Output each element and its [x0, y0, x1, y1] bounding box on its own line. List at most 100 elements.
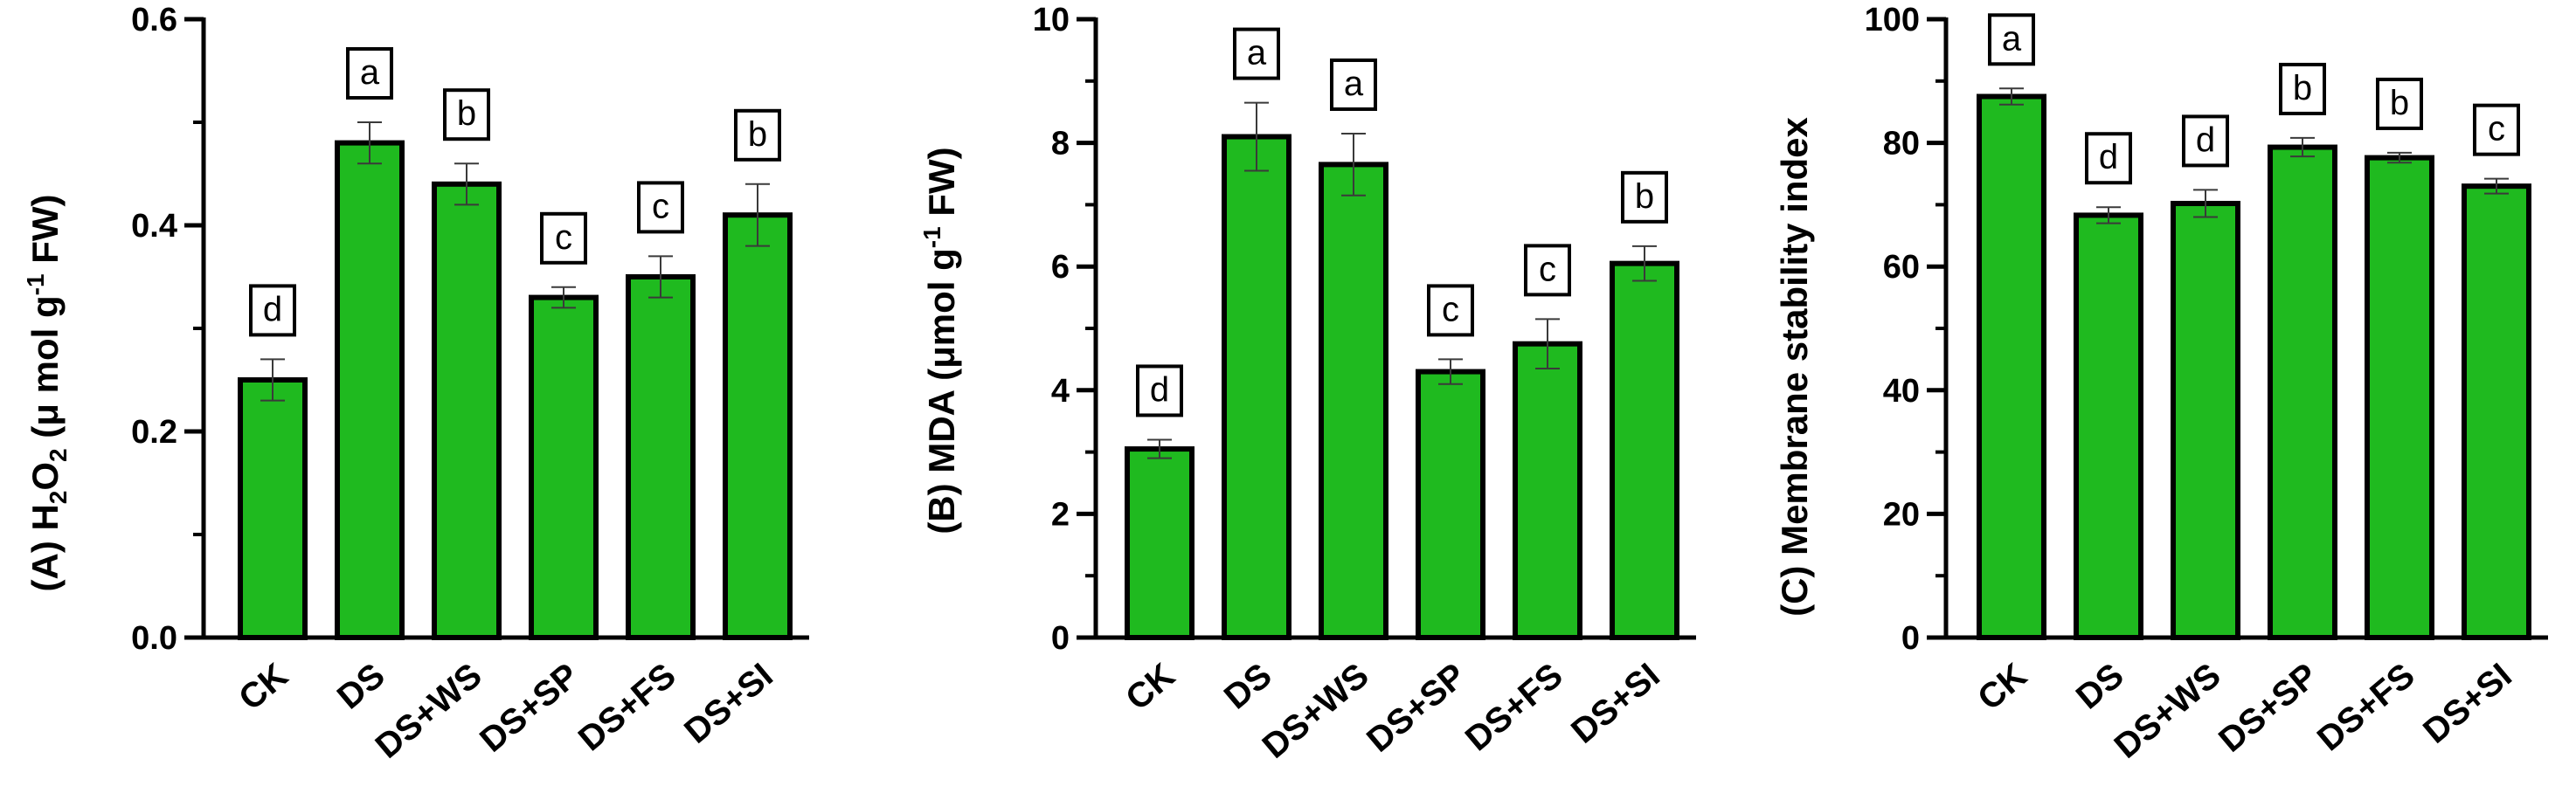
significance-box-b [1427, 284, 1474, 337]
significance-label-c: b [2293, 69, 2312, 107]
significance-box-a [734, 108, 781, 162]
x-category-label-a: DS+SI [677, 656, 780, 751]
plot-area-c: 0 20 40 60 80 100 a CK d DS d DS+WS b DS+SP b DS+FS c DS+… [1865, 2, 2548, 766]
y-tick-label-a: 0.0 [131, 620, 177, 657]
bar-a-ds-sp [529, 294, 599, 640]
significance-label-b: d [1150, 370, 1169, 409]
bar-b-ds-sp [1416, 369, 1485, 640]
x-category-label-c: DS+WS [2108, 656, 2228, 766]
significance-box-c [2279, 62, 2326, 115]
significance-label-a: c [652, 187, 669, 225]
x-category-label-c: DS+SP [2212, 656, 2325, 760]
y-axis-title-b-part2: FW) [921, 147, 962, 226]
x-category-label-b: CK [1118, 656, 1182, 718]
significance-label-a: c [555, 218, 572, 257]
y-axis-title-c: (C) Membrane stability index [1774, 116, 1815, 616]
bar-a-ds-si [723, 212, 793, 640]
significance-label-c: d [2196, 121, 2215, 159]
significance-box-b [1233, 27, 1280, 80]
x-category-label-b: DS [1217, 656, 1279, 716]
bar-a-ck [238, 377, 308, 640]
y-tick-label-a: 0.4 [131, 208, 177, 245]
significance-box-a [637, 181, 684, 234]
x-category-label-a: CK [232, 656, 295, 718]
significance-box-b [1524, 244, 1571, 297]
bar-b-ds [1222, 134, 1291, 640]
x-category-label-a: DS+WS [369, 656, 489, 766]
y-axis-title-b: (B) MDA (μmol g-1 FW) [918, 147, 962, 534]
y-axis-title-a-sub2: 2 [45, 448, 72, 462]
significance-box-b [1136, 364, 1183, 417]
y-axis-title-a-part4: FW) [24, 194, 66, 273]
significance-box-a [443, 88, 490, 141]
bar-c-ck [1977, 93, 2046, 640]
y-tick-label-b: 6 [1051, 249, 1070, 286]
x-category-label-b: DS+SI [1564, 656, 1667, 751]
chart-panel-c: 0 20 40 60 80 100 a CK d DS d DS+WS b DS+SP b DS+FS c DS+… [1774, 2, 2548, 766]
significance-box-c [2473, 103, 2520, 156]
y-axis-title-a-sup: -1 [22, 273, 49, 295]
y-axis-title-b-part1: (B) MDA (μmol g [921, 248, 962, 534]
y-axis-title-a-part3: (μ mol g [24, 295, 66, 448]
significance-box-b [1621, 170, 1668, 224]
y-tick-label-b: 0 [1051, 620, 1070, 657]
x-category-label-c: DS [2069, 656, 2131, 716]
significance-box-a [249, 284, 296, 337]
significance-box-c [1988, 13, 2035, 66]
y-axis-title-a-part2: O [24, 462, 66, 491]
x-category-label-a: DS [330, 656, 392, 716]
x-category-label-b: DS+WS [1256, 656, 1376, 766]
bar-c-ds-fs [2365, 155, 2434, 641]
significance-label-b: b [1635, 177, 1654, 216]
significance-label-a: a [360, 53, 380, 92]
bar-c-ds-si [2462, 183, 2531, 641]
significance-label-a: b [457, 94, 476, 133]
significance-box-c [2182, 114, 2229, 168]
significance-label-c: a [2002, 19, 2022, 58]
bar-b-ds-si [1610, 260, 1679, 640]
significance-label-b: a [1344, 65, 1364, 103]
significance-label-c: d [2099, 138, 2118, 176]
y-tick-label-c: 80 [1883, 126, 1920, 162]
x-category-label-c: DS+SI [2416, 656, 2519, 751]
y-axis-title-a-part1: (A) H [24, 504, 66, 591]
bar-b-ds-fs [1513, 341, 1582, 640]
significance-label-b: c [1539, 250, 1556, 288]
bar-b-ds-ws [1319, 162, 1388, 640]
y-tick-label-b: 10 [1033, 2, 1070, 38]
y-axis-title-a-sub1: 2 [45, 491, 72, 505]
x-category-label-a: DS+FS [571, 656, 683, 758]
significance-box-a [346, 47, 393, 100]
chart-panel-b: 0 2 4 6 8 10 d CK a DS a DS+WS c DS+SP c DS+FS b DS+SI (B… [918, 2, 1696, 766]
y-tick-label-c: 100 [1865, 2, 1920, 38]
bar-a-ds-fs [626, 274, 696, 640]
significance-label-a: d [263, 290, 282, 328]
significance-box-a [540, 211, 587, 265]
significance-label-c: c [2488, 110, 2505, 148]
bar-a-ds [335, 140, 405, 641]
x-category-label-a: DS+SP [473, 656, 586, 760]
y-tick-label-c: 40 [1883, 373, 1920, 410]
y-tick-label-c: 60 [1883, 249, 1920, 286]
bar-a-ds-ws [432, 181, 502, 641]
x-category-label-c: DS+FS [2310, 656, 2422, 758]
y-tick-label-b: 4 [1051, 373, 1070, 410]
bar-c-ds-ws [2171, 200, 2240, 640]
significance-label-b: c [1442, 290, 1459, 328]
chart-panel-a: 0.0 0.2 0.4 0.6 d CK a DS b DS+WS c DS+SP c DS+FS b DS+… [22, 2, 809, 766]
y-axis-title-a: (A) H2O2 (μ mol g-1 FW) [22, 194, 72, 591]
x-category-label-b: DS+SP [1360, 656, 1473, 760]
y-tick-label-a: 0.6 [131, 2, 177, 38]
significance-box-c [2085, 132, 2132, 185]
significance-box-c [2376, 77, 2423, 130]
plot-area-a: 0.0 0.2 0.4 0.6 d CK a DS b DS+WS c DS+SP c DS+FS b DS+… [131, 2, 809, 766]
x-category-label-c: CK [1970, 656, 2034, 718]
significance-box-b [1330, 58, 1377, 111]
y-axis-title-b-sup: -1 [918, 226, 945, 248]
bar-c-ds-sp [2268, 144, 2337, 640]
significance-label-c: b [2390, 84, 2409, 122]
y-tick-label-c: 20 [1883, 496, 1920, 533]
y-tick-label-b: 2 [1051, 496, 1070, 533]
x-category-label-b: DS+FS [1458, 656, 1570, 758]
